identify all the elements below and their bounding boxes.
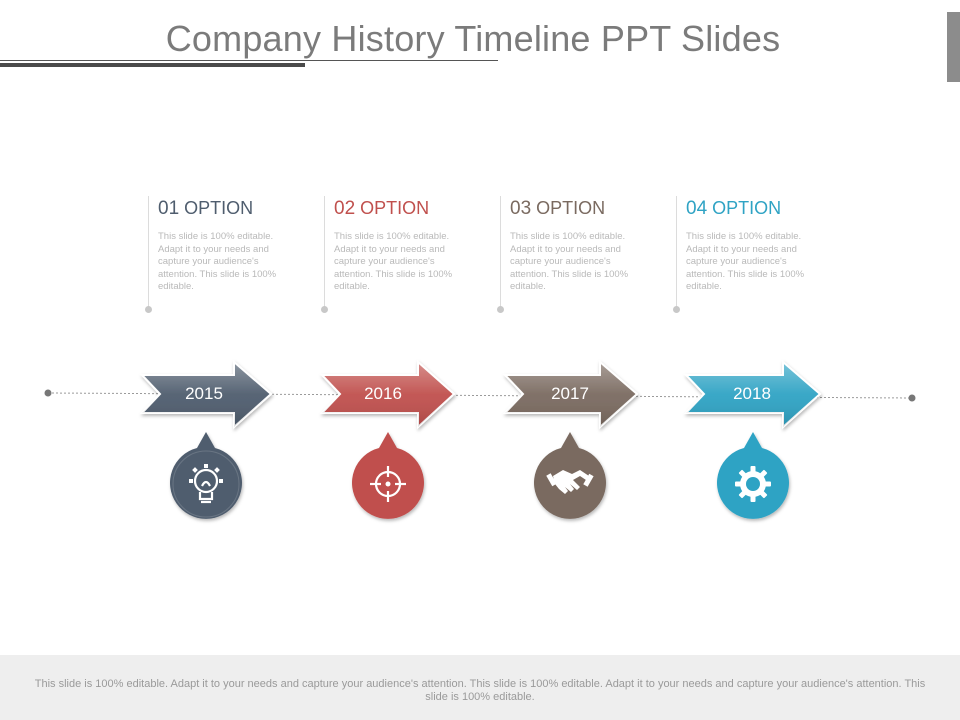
option-description: This slide is 100% editable. Adapt it to… xyxy=(158,231,277,293)
option-label: OPTION xyxy=(712,198,782,218)
option-number: 01 xyxy=(158,198,180,219)
year-label-2017: 2017 xyxy=(551,384,589,403)
option-number: 02 xyxy=(334,198,356,219)
year-arrow-4 xyxy=(683,359,822,430)
year-arrow-2 xyxy=(319,359,456,430)
option-connector-line xyxy=(324,196,325,310)
option-connector-dot xyxy=(497,306,504,313)
option-connector-line xyxy=(148,196,149,310)
footer-band: This slide is 100% editable. Adapt it to… xyxy=(0,655,960,720)
option-connector-line xyxy=(500,196,501,310)
option-heading: 03 OPTION xyxy=(510,198,605,220)
target-crosshair-icon xyxy=(352,432,424,519)
handshake-icon xyxy=(534,432,607,519)
lightbulb-gear-icon xyxy=(169,432,242,519)
option-description: This slide is 100% editable. Adapt it to… xyxy=(510,231,629,293)
option-label: OPTION xyxy=(360,198,430,218)
footer-text: This slide is 100% editable. Adapt it to… xyxy=(34,678,926,703)
option-label: OPTION xyxy=(536,198,606,218)
title-underline-thin xyxy=(0,60,498,61)
option-description: This slide is 100% editable. Adapt it to… xyxy=(686,231,805,293)
option-connector-dot xyxy=(145,306,152,313)
page-title: Company History Timeline PPT Slides xyxy=(165,18,781,59)
timeline-start-dot xyxy=(44,389,52,397)
gear-icon xyxy=(717,432,790,519)
option-heading: 02 OPTION xyxy=(334,198,429,220)
corner-accent-bar xyxy=(947,12,960,82)
option-heading: 04 OPTION xyxy=(686,198,781,220)
option-number: 03 xyxy=(510,198,532,219)
timeline-end-dot xyxy=(908,394,916,402)
year-arrow-3 xyxy=(502,359,639,430)
option-connector-line xyxy=(676,196,677,310)
year-label-2015: 2015 xyxy=(185,384,223,403)
year-label-2016: 2016 xyxy=(364,384,402,403)
option-description: This slide is 100% editable. Adapt it to… xyxy=(334,231,453,293)
year-arrow-1 xyxy=(139,359,273,430)
option-connector-dot xyxy=(673,306,680,313)
option-heading: 01 OPTION xyxy=(158,198,253,220)
option-connector-dot xyxy=(321,306,328,313)
option-number: 04 xyxy=(686,198,708,219)
option-label: OPTION xyxy=(184,198,254,218)
year-label-2018: 2018 xyxy=(733,384,771,403)
title-underline-thick xyxy=(0,63,305,67)
